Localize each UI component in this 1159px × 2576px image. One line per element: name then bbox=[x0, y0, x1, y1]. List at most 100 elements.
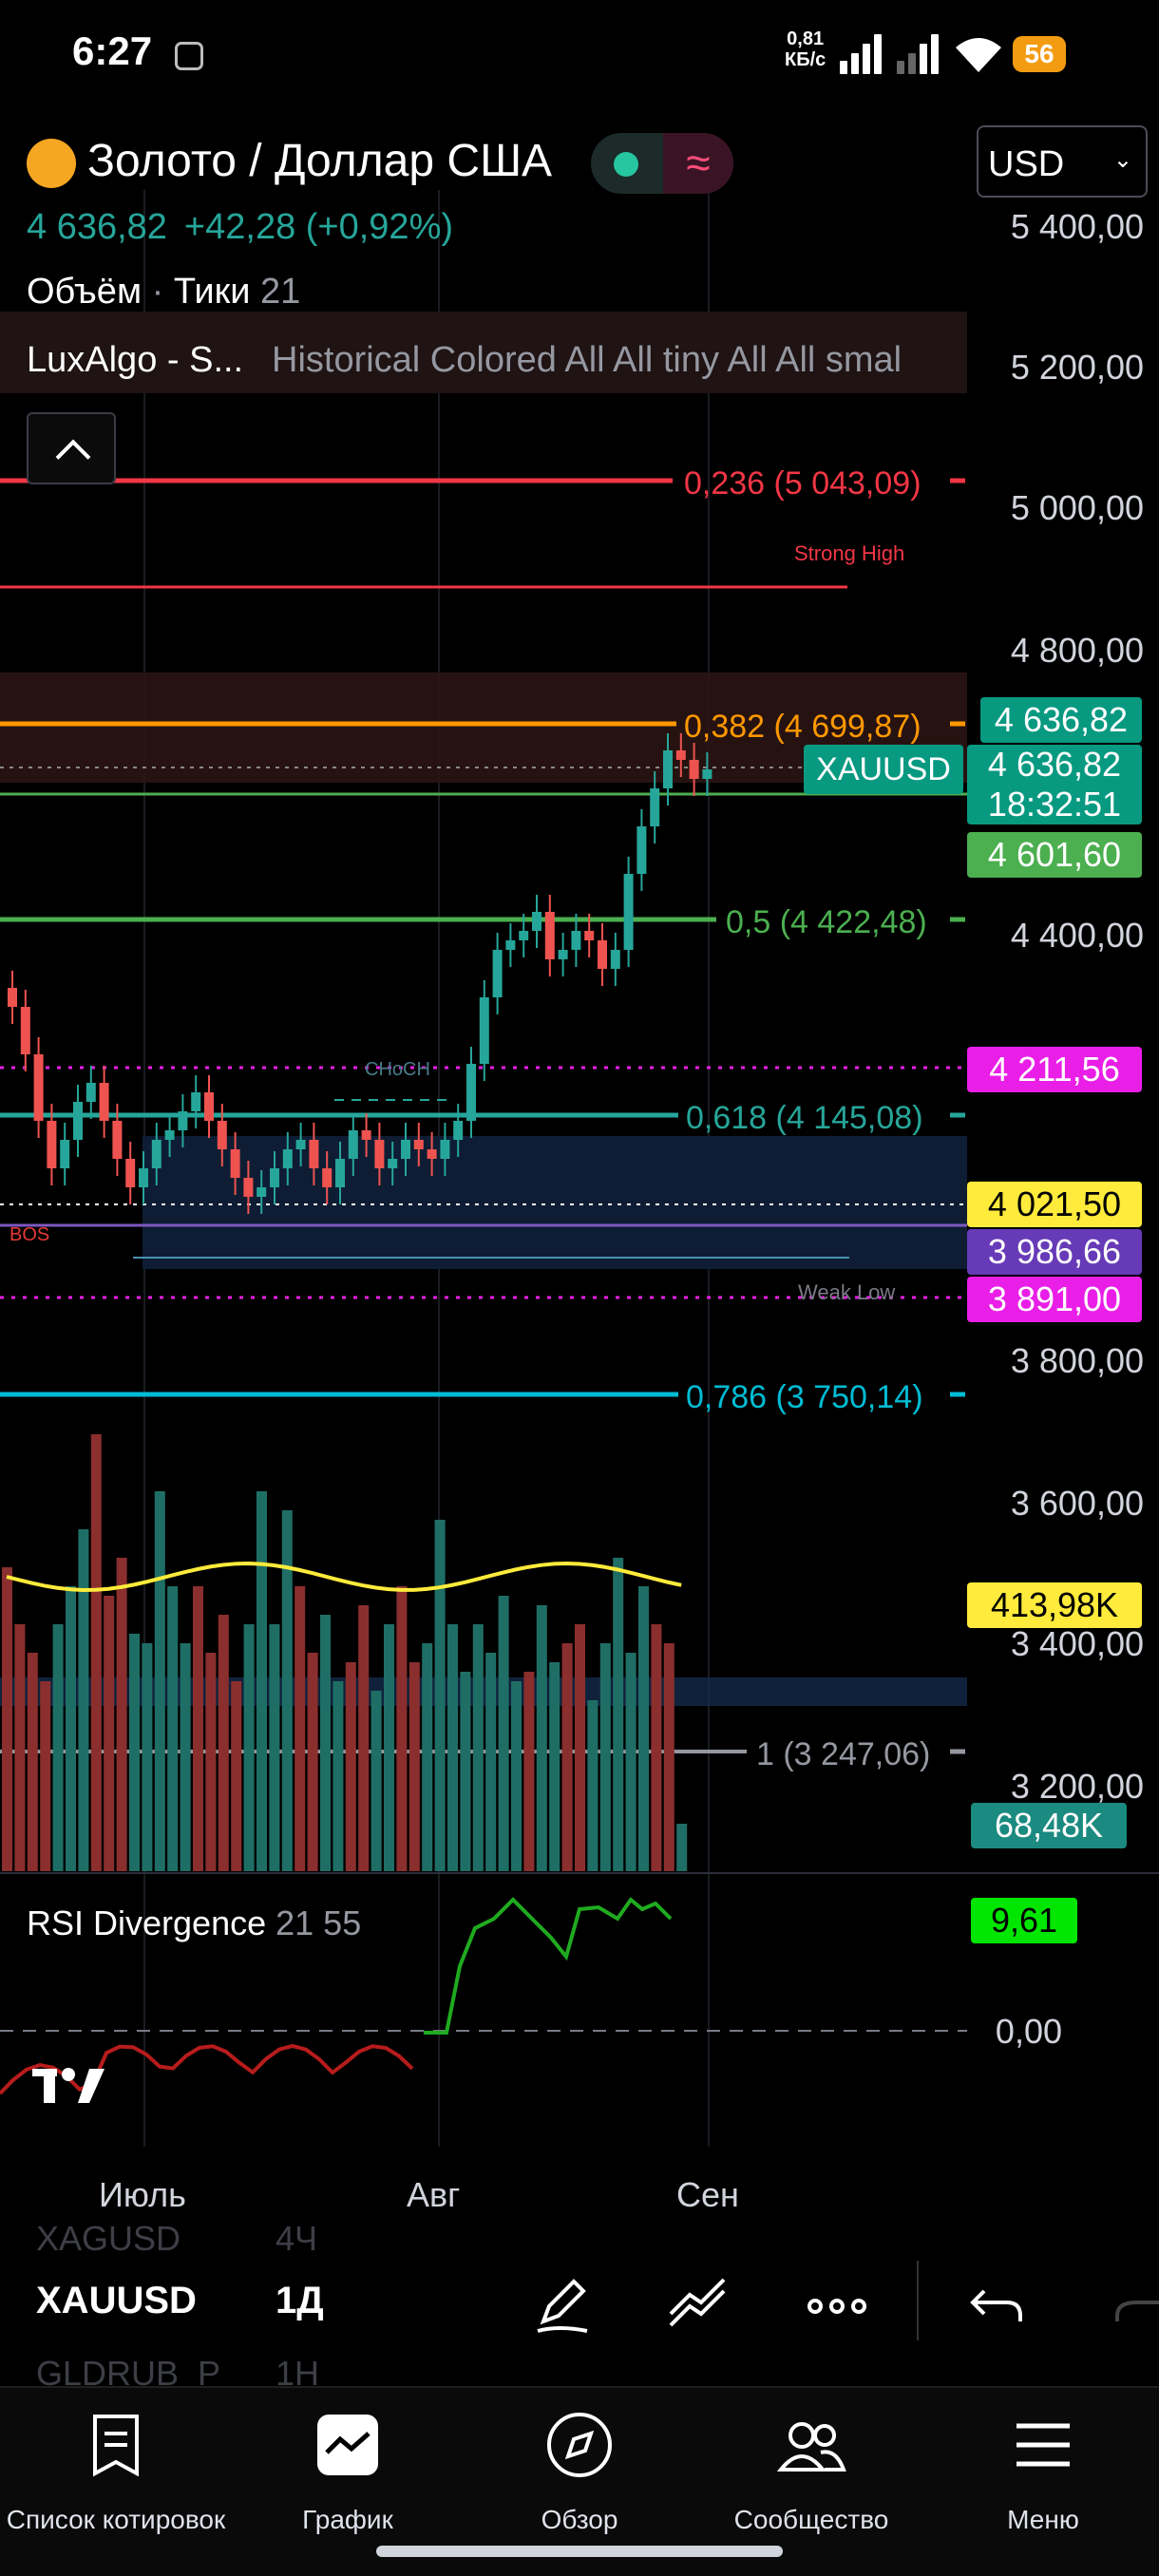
volume-bar bbox=[180, 1643, 191, 1871]
home-indicator bbox=[376, 2546, 783, 2557]
candle-body bbox=[256, 1187, 267, 1197]
more-icon[interactable] bbox=[804, 2272, 870, 2339]
volume-bar bbox=[142, 1643, 153, 1871]
candle-body bbox=[112, 1121, 123, 1159]
prev-symbol[interactable]: XAGUSD bbox=[36, 2219, 181, 2258]
candle-body bbox=[243, 1178, 254, 1197]
green-level-tag: 4 601,60 bbox=[967, 832, 1142, 878]
candle-body bbox=[20, 1007, 30, 1054]
candle-body bbox=[178, 1111, 188, 1130]
nav-watchlist[interactable]: Список котировок bbox=[0, 2407, 232, 2535]
prev-interval[interactable]: 4Ч bbox=[276, 2219, 318, 2258]
rsi-legend[interactable]: RSI Divergence 21 55 bbox=[27, 1904, 361, 1943]
candle-body bbox=[571, 931, 581, 950]
fib-05-label: 0,5 (4 422,48) bbox=[726, 904, 927, 940]
compare-icon[interactable]: ≈ bbox=[663, 133, 733, 194]
fib-0618-label: 0,618 (4 145,08) bbox=[686, 1100, 923, 1136]
price-tag: 4 636,82 bbox=[980, 697, 1142, 743]
current-interval[interactable]: 1Д bbox=[276, 2280, 324, 2321]
trendline-icon[interactable] bbox=[665, 2272, 732, 2339]
notification-icon bbox=[175, 42, 203, 70]
candle-body bbox=[204, 1092, 214, 1121]
community-icon bbox=[776, 2422, 846, 2472]
collapse-legend-button[interactable] bbox=[27, 412, 116, 484]
undo-icon[interactable] bbox=[965, 2272, 1032, 2339]
volume-bar bbox=[294, 1586, 306, 1871]
volume-bar bbox=[370, 1691, 382, 1871]
magenta-level-tag: 4 211,56 bbox=[967, 1047, 1142, 1092]
candles bbox=[8, 733, 712, 1214]
volume-bar bbox=[523, 1672, 535, 1871]
ticks-label: Тики bbox=[173, 272, 251, 312]
candle-body bbox=[388, 1159, 398, 1168]
axis-tick: 4 400,00 bbox=[1010, 916, 1144, 955]
time-label-aug: Авг bbox=[407, 2175, 461, 2214]
volume-bar bbox=[625, 1653, 636, 1871]
candle-body bbox=[151, 1140, 162, 1168]
volume-bar bbox=[384, 1624, 394, 1871]
axis-tick: 3 200,00 bbox=[1010, 1767, 1144, 1806]
volume-bar bbox=[193, 1586, 203, 1871]
indicator-legend[interactable]: LuxAlgo - S... Historical Colored All Al… bbox=[0, 312, 967, 393]
volume-bar bbox=[599, 1643, 611, 1871]
candle-body bbox=[125, 1159, 136, 1187]
volume-bar bbox=[447, 1624, 458, 1871]
toolbar-divider bbox=[917, 2261, 919, 2340]
volume-bar bbox=[498, 1596, 509, 1871]
volume-bar bbox=[40, 1681, 51, 1871]
volume-bar bbox=[511, 1681, 522, 1871]
last-price: 4 636,82 bbox=[27, 207, 167, 247]
candle-body bbox=[598, 940, 607, 969]
pencil-icon[interactable] bbox=[530, 2272, 597, 2339]
volume-bar bbox=[663, 1643, 674, 1871]
candle-body bbox=[663, 750, 673, 788]
nav-label: График bbox=[302, 2505, 393, 2534]
currency-value: USD bbox=[988, 144, 1065, 184]
demand-zone bbox=[142, 1136, 967, 1269]
volume-bar bbox=[422, 1643, 433, 1871]
candle-body bbox=[295, 1140, 306, 1149]
candle-body bbox=[230, 1149, 240, 1178]
volume-bar bbox=[575, 1624, 585, 1871]
volume-bar bbox=[2, 1567, 12, 1871]
watchlist-icon bbox=[93, 2415, 139, 2477]
price-line: 4 636,82 +42,28 (+0,92%) bbox=[27, 207, 470, 248]
volume-bar bbox=[651, 1624, 662, 1871]
speed-unit: КБ/с bbox=[785, 49, 826, 70]
compass-icon bbox=[547, 2413, 612, 2477]
volume-legend[interactable]: Объём · Тики 21 bbox=[27, 272, 301, 312]
nav-menu[interactable]: Меню bbox=[927, 2407, 1159, 2535]
bos-label: BOS bbox=[10, 1224, 49, 1245]
fib-0236-label: 0,236 (5 043,09) bbox=[684, 465, 922, 502]
volume-bar bbox=[281, 1510, 293, 1871]
volume-bar bbox=[613, 1558, 624, 1871]
candle-body bbox=[60, 1140, 70, 1168]
volume-bar bbox=[396, 1586, 408, 1871]
nav-community[interactable]: Сообщество bbox=[695, 2407, 927, 2535]
wifi-icon bbox=[956, 38, 1001, 72]
symbol-title[interactable]: Золото / Доллар США bbox=[87, 136, 553, 186]
chevron-down-icon: ⌄ bbox=[1112, 147, 1132, 173]
volume-bar bbox=[408, 1662, 420, 1871]
volume-bar bbox=[27, 1653, 38, 1871]
symbol-strip[interactable]: XAGUSD 4Ч XAUUSD 1Д GLDRUB_P 1Н bbox=[0, 2219, 1159, 2393]
redo-icon[interactable] bbox=[1108, 2272, 1159, 2339]
nav-chart[interactable]: График bbox=[232, 2407, 464, 2535]
volume-bar bbox=[561, 1643, 573, 1871]
volume-bar bbox=[78, 1529, 89, 1871]
market-status-pill[interactable]: ≈ bbox=[591, 133, 733, 194]
current-symbol[interactable]: XAUUSD bbox=[36, 2280, 197, 2321]
currency-select[interactable]: USD ⌄ bbox=[977, 125, 1148, 198]
volume-bar bbox=[587, 1700, 598, 1871]
candle-body bbox=[164, 1130, 175, 1140]
fib-1-label: 1 (3 247,06) bbox=[756, 1736, 930, 1772]
candle-body bbox=[8, 988, 17, 1007]
volume-bar bbox=[269, 1624, 280, 1871]
axis-tick: 5 000,00 bbox=[1010, 488, 1144, 527]
candle-body bbox=[505, 940, 516, 950]
nav-explore[interactable]: Обзор bbox=[464, 2407, 695, 2535]
candle-body bbox=[374, 1140, 385, 1168]
candle-body bbox=[558, 950, 568, 959]
candle-body bbox=[217, 1121, 227, 1149]
